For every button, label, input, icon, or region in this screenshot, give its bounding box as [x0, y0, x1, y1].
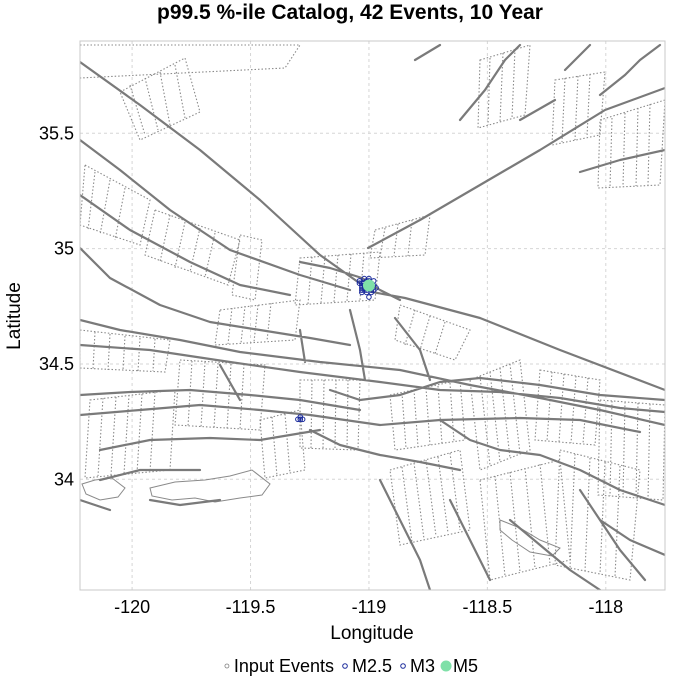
legend-label: M3	[410, 656, 435, 676]
event-marker-m2-5	[297, 414, 304, 420]
plot-frame	[79, 40, 666, 591]
event-marker-m2-5	[359, 289, 365, 296]
y-axis-ticks: 34 34.5 35 35.5	[39, 123, 74, 489]
legend-label: Input Events	[234, 656, 334, 676]
y-axis-label: Latitude	[4, 282, 25, 350]
legend-label: M2.5	[352, 656, 392, 676]
x-tick-label: -120	[114, 597, 150, 617]
legend-marker	[342, 663, 348, 669]
legend-marker	[400, 663, 406, 669]
y-tick-label: 35.5	[39, 123, 74, 143]
x-axis-ticks: -120 -119.5 -119 -118.5 -118	[114, 597, 623, 617]
event-marker-m2-5	[359, 287, 365, 293]
event-markers	[295, 275, 379, 423]
y-tick-label: 34	[54, 469, 74, 489]
plot-background	[80, 41, 665, 590]
y-tick-label: 35	[54, 239, 74, 259]
event-marker-m5	[362, 279, 375, 292]
event-marker-m3	[297, 416, 304, 423]
x-tick-label: -119	[352, 597, 387, 617]
rupture-outlines	[80, 44, 665, 581]
y-tick-label: 34.5	[39, 354, 74, 374]
fault-map	[80, 43, 665, 590]
x-axis-label: Longitude	[330, 623, 413, 644]
chart-title: p99.5 %-ile Catalog, 42 Events, 10 Year	[157, 1, 543, 24]
x-tick-label: -118	[588, 597, 623, 617]
fault-traces	[80, 43, 665, 590]
event-marker-m2-5	[356, 280, 363, 287]
legend: Input Events M2.5 M3 M5	[224, 656, 478, 676]
legend-marker	[440, 660, 452, 672]
legend-marker	[224, 663, 230, 669]
x-tick-label: -119.5	[226, 597, 276, 617]
legend-label: M5	[453, 656, 478, 676]
event-marker-m2-5	[366, 294, 372, 300]
x-tick-label: -118.5	[463, 597, 513, 617]
plot-area	[79, 40, 666, 591]
